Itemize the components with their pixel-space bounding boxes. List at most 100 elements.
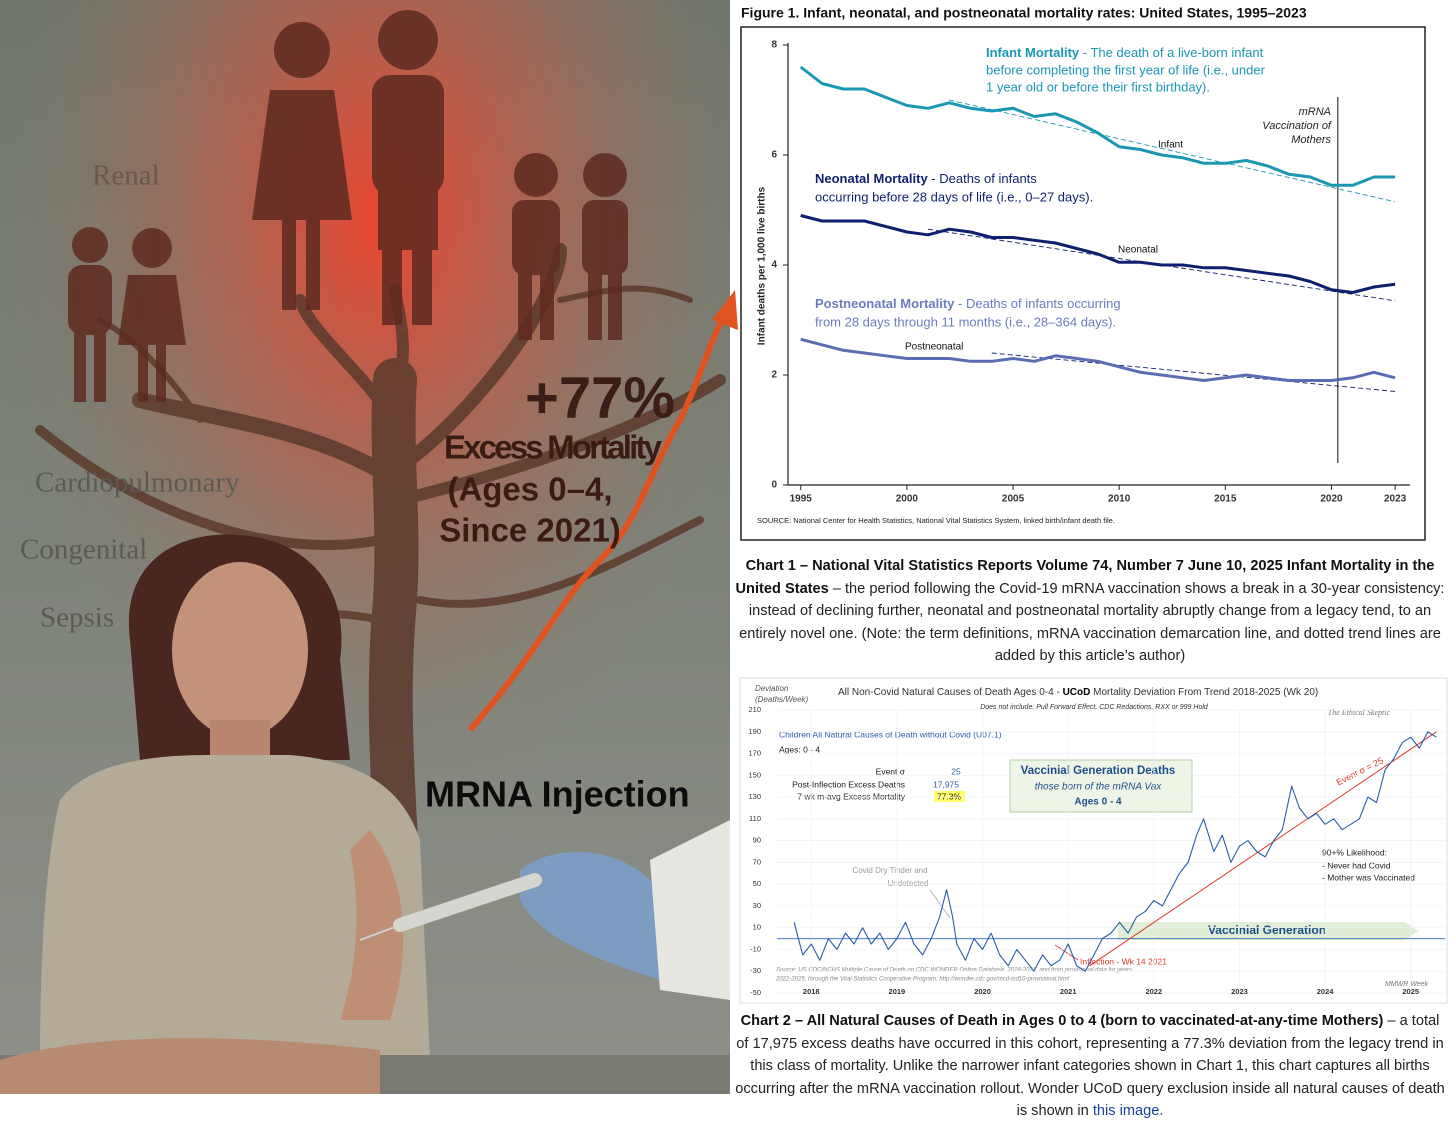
generation-label: Vaccinial Generation <box>1208 923 1326 937</box>
y-tick-label: 10 <box>753 923 761 932</box>
y-tick-label: 50 <box>753 879 761 888</box>
tinder-label: Covid Dry Tinder and <box>852 866 927 875</box>
x-tick-label: 2015 <box>1214 494 1237 505</box>
y-tick-label: 170 <box>748 749 761 758</box>
chart-frame <box>740 26 1426 541</box>
y-tick-label: 6 <box>771 150 777 161</box>
caption-link[interactable]: this image. <box>1092 1103 1164 1120</box>
x-tick-label: 2022 <box>1145 987 1162 996</box>
series-line <box>799 65 1396 187</box>
x-tick-label: 2024 <box>1317 987 1335 996</box>
y-tick-label: 90 <box>753 836 761 845</box>
arrow-head <box>712 290 738 330</box>
x-tick-label: 2010 <box>1108 494 1131 505</box>
stat-value: 17,975 <box>933 779 959 789</box>
note: Infant Mortality - The death of a live-b… <box>986 45 1266 94</box>
series-subtitle: Ages: 0 - 4 <box>779 744 820 754</box>
y-axis-label: Deviation <box>755 684 789 693</box>
series-line <box>793 731 1437 972</box>
callout-line: Vaccinial Generation Deaths <box>1021 765 1176 777</box>
stat-label: Event σ <box>876 766 906 776</box>
y-tick-label: 4 <box>771 260 777 271</box>
generation-arrow <box>1118 922 1418 940</box>
illustration: Renal Cardiopulmonary Congenital Sepsis … <box>0 0 738 1094</box>
trend-line <box>1089 731 1437 967</box>
y-tick-label: 190 <box>748 727 761 736</box>
y-tick-label: 210 <box>748 705 761 714</box>
title-part: Mortality Deviation From Trend 2018-2025… <box>1090 687 1318 698</box>
marker-label-line: mRNA <box>1299 106 1331 118</box>
x-tick-label: 2000 <box>896 494 919 505</box>
x-tick-label: 2019 <box>889 987 906 996</box>
y-tick-label: 110 <box>749 814 761 823</box>
headline-line: Since 2021) <box>439 512 621 549</box>
marker-label: mRNA Vaccination of Mothers <box>1262 106 1332 146</box>
stat-value: 77.3% <box>937 791 962 801</box>
note-line: Neonatal Mortality - Deaths of infants <box>815 171 1037 186</box>
note-text: - The death of a live-born infant <box>1079 45 1263 60</box>
y-tick-label: -10 <box>750 944 761 953</box>
chart-title: All Non-Covid Natural Causes of Death Ag… <box>838 687 1318 698</box>
likelihood-line: - Never had Covid <box>1322 860 1391 870</box>
x-tick-label: 2018 <box>803 987 820 996</box>
condition-label: Sepsis <box>40 602 114 634</box>
note-line: from 28 days through 11 months (i.e., 28… <box>815 314 1116 329</box>
series-labels: Infant Neonatal Postneonatal <box>905 140 1183 353</box>
stats: Event σ 25 Post-Inflection Excess Deaths… <box>792 766 961 801</box>
y-tick-label: 8 <box>771 40 777 51</box>
callout-line: Ages 0 - 4 <box>1074 797 1122 808</box>
caption-bold: Chart 2 – All Natural Causes of Death in… <box>740 1013 1384 1029</box>
woman <box>0 534 730 1094</box>
source-line: Source: US CDC/NCHS Multiple Cause of De… <box>776 968 1132 974</box>
series-label: Postneonatal <box>905 342 963 353</box>
caption-bold: Chart 1 – National Vital Statistics Repo… <box>735 558 1435 597</box>
y-axis-label: (Deaths/Week) <box>755 695 809 704</box>
x-tick-label: 2020 <box>974 987 991 996</box>
marker-label-line: Mothers <box>1291 134 1331 146</box>
condition-label: Cardiopulmonary <box>35 467 240 499</box>
note-line: before completing the first year of life… <box>986 62 1266 77</box>
headline-lines: Excess Mortality (Ages 0–4, Since 2021) <box>439 429 662 549</box>
injection-label: MRNA Injection <box>425 774 690 815</box>
callout-line: those born of the mRNA Vax <box>1035 782 1163 793</box>
caption-text: – the period following the Covid-19 mRNA… <box>739 580 1445 665</box>
chart-subtitle: Does not include: Pull Forward Effect, C… <box>980 704 1209 711</box>
x-axis-label: MMWR Week <box>1385 981 1429 988</box>
stat-value: 25 <box>951 766 961 776</box>
rising-arrow <box>467 313 728 732</box>
title-part: UCoD <box>1063 687 1091 698</box>
condition-labels: Renal Cardiopulmonary Congenital Sepsis <box>20 160 240 634</box>
leader-line <box>1054 944 1079 961</box>
y-tick-label: 30 <box>753 901 761 910</box>
tinder-label: Undetected <box>888 879 929 888</box>
note: Neonatal Mortality - Deaths of infants o… <box>815 171 1093 204</box>
trend-line <box>949 99 1396 203</box>
series-title: Children All Natural Causes of Death wit… <box>779 729 1002 739</box>
note-line: 1 year old or before their first birthda… <box>986 79 1210 94</box>
stat-label: 7 wk m-avg Excess Mortality <box>797 791 905 801</box>
x-tick-label: 2023 <box>1231 987 1248 996</box>
canvas: Renal Cardiopulmonary Congenital Sepsis … <box>0 0 1448 1094</box>
inflection-label: Inflection - Wk 14 2021 <box>1080 956 1167 966</box>
note-text: - Deaths of infants occurring <box>954 296 1120 311</box>
likelihood: 90+% Likelihood: - Never had Covid - Mot… <box>1322 847 1415 882</box>
source-line: 2022-2025, through the Vital Statistics … <box>775 977 1070 983</box>
note-term: Infant Mortality <box>986 45 1080 60</box>
x-tick-label: 2025 <box>1402 987 1419 996</box>
syringe-hand <box>359 820 730 1000</box>
series-label: Neonatal <box>1118 245 1158 256</box>
note-term: Postneonatal Mortality <box>815 296 955 311</box>
note: Postneonatal Mortality - Deaths of infan… <box>815 296 1121 329</box>
callout-box <box>1009 759 1193 813</box>
x-tick-label: 2020 <box>1320 494 1343 505</box>
y-tick-label: 150 <box>748 770 761 779</box>
note-line: Infant Mortality - The death of a live-b… <box>986 45 1264 60</box>
likelihood-line: - Mother was Vaccinated <box>1322 872 1415 882</box>
caption: Chart 2 – All Natural Causes of Death in… <box>733 1010 1447 1123</box>
y-tick-label: 70 <box>753 857 761 866</box>
y-axis-label: Infant deaths per 1,000 live births <box>757 186 768 345</box>
plot: 0 2 4 6 8 1995 2000 2005 2010 2015 2020 2023 <box>771 40 1410 505</box>
series-label: Infant <box>1158 140 1183 151</box>
chart-1: Figure 1. Infant, neonatal, and postneon… <box>740 5 1426 541</box>
